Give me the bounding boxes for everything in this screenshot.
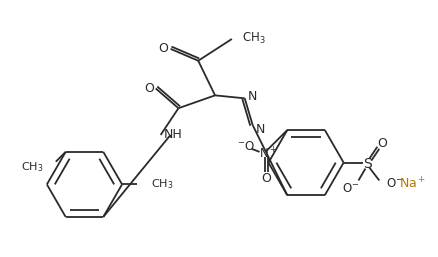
Text: CH$_3$: CH$_3$ [241, 30, 265, 45]
Text: O$^{-}$: O$^{-}$ [341, 182, 358, 195]
Text: N: N [255, 123, 265, 136]
Text: O: O [158, 42, 168, 55]
Text: O: O [261, 172, 271, 185]
Text: CH$_3$: CH$_3$ [21, 160, 44, 173]
Text: O: O [144, 82, 153, 95]
Text: CH$_3$: CH$_3$ [150, 178, 173, 191]
Text: O$^{-}$: O$^{-}$ [385, 177, 403, 190]
Text: Na$^+$: Na$^+$ [399, 177, 426, 192]
Text: N$^+$: N$^+$ [258, 146, 277, 161]
Text: O: O [376, 137, 386, 150]
Text: $^{-}$O: $^{-}$O [236, 140, 254, 153]
Text: S: S [362, 157, 371, 171]
Text: N: N [247, 90, 257, 103]
Text: NH: NH [163, 128, 182, 141]
